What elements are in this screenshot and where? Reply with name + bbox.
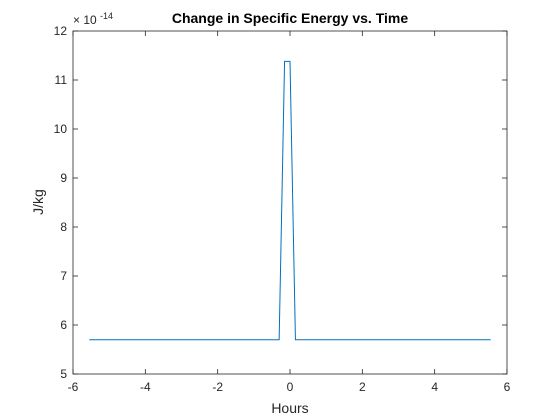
series-layer xyxy=(89,60,491,341)
x-tick-label: -2 xyxy=(212,380,223,394)
y-tick-label: 7 xyxy=(60,269,67,283)
x-tick-label: -4 xyxy=(140,380,151,394)
y-tick-label: 11 xyxy=(55,73,68,87)
y-exponent-base: × 10 xyxy=(73,13,97,27)
x-axis-label: Hours xyxy=(271,400,308,416)
series-line-1 xyxy=(89,60,491,341)
ticks-layer: -6 -4 -2 0 2 4 6 5 6 7 8 9 10 11 12 xyxy=(54,24,511,394)
x-tick-label: 0 xyxy=(287,380,294,394)
plot-background xyxy=(73,31,507,374)
chart-title: Change in Specific Energy vs. Time xyxy=(172,10,408,26)
y-exponent-label: × 10 -14 xyxy=(73,11,113,27)
y-tick-label: 5 xyxy=(60,367,67,381)
y-tick-label: 12 xyxy=(54,24,68,38)
x-tick-label: -6 xyxy=(68,380,79,394)
y-axis-label: J/kg xyxy=(30,189,46,215)
y-tick-label: 10 xyxy=(54,122,68,136)
x-tick-label: 6 xyxy=(504,380,511,394)
x-tick-label: 4 xyxy=(431,380,438,394)
y-tick-label: 8 xyxy=(60,220,67,234)
y-tick-label: 9 xyxy=(60,171,67,185)
y-exponent-power: -14 xyxy=(100,11,113,21)
x-tick-label: 2 xyxy=(359,380,366,394)
y-tick-label: 6 xyxy=(60,318,67,332)
